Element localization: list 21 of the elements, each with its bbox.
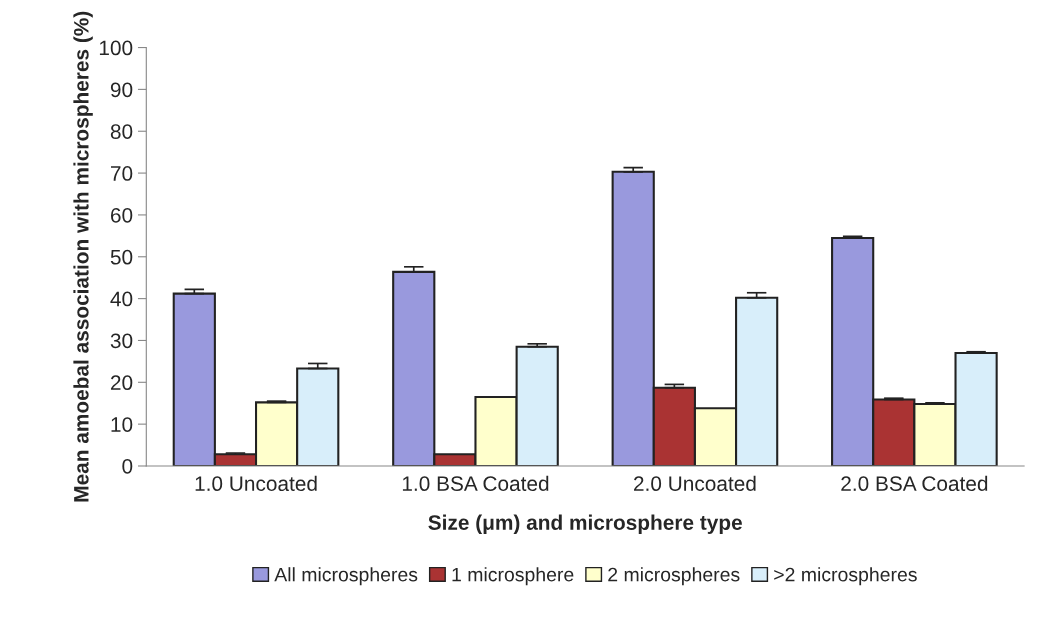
legend-label: 2 microspheres bbox=[608, 567, 740, 586]
y-tick-label: 80 bbox=[110, 124, 133, 139]
y-tick-label: 30 bbox=[110, 333, 133, 349]
x-tick-label: 1.0 Uncoated bbox=[195, 475, 317, 492]
y-tick-label: 100 bbox=[99, 40, 133, 56]
y-tick-label: 0 bbox=[122, 458, 133, 474]
y-tick-label: 20 bbox=[110, 375, 133, 391]
x-axis-title: Size (μm) and microsphere type bbox=[428, 514, 742, 534]
y-tick-label: 60 bbox=[110, 207, 133, 223]
y-axis-title: Mean amoebal association with microspheres (%) bbox=[73, 11, 93, 502]
y-tick-label: 50 bbox=[110, 249, 133, 265]
legend-label: 1 microsphere bbox=[452, 567, 574, 586]
y-tick-label: 40 bbox=[110, 291, 133, 307]
y-tick-label: 90 bbox=[110, 82, 133, 98]
y-tick-label: 70 bbox=[111, 166, 133, 181]
x-tick-label: 2.0 Uncoated bbox=[634, 475, 756, 492]
y-tick-label: 10 bbox=[111, 417, 133, 432]
x-tick-label: 2.0 BSA Coated bbox=[841, 475, 988, 492]
x-tick-label: 1.0 BSA Coated bbox=[402, 475, 549, 492]
legend-label: All microspheres bbox=[274, 567, 418, 586]
legend-label: >2 microspheres bbox=[774, 567, 917, 586]
